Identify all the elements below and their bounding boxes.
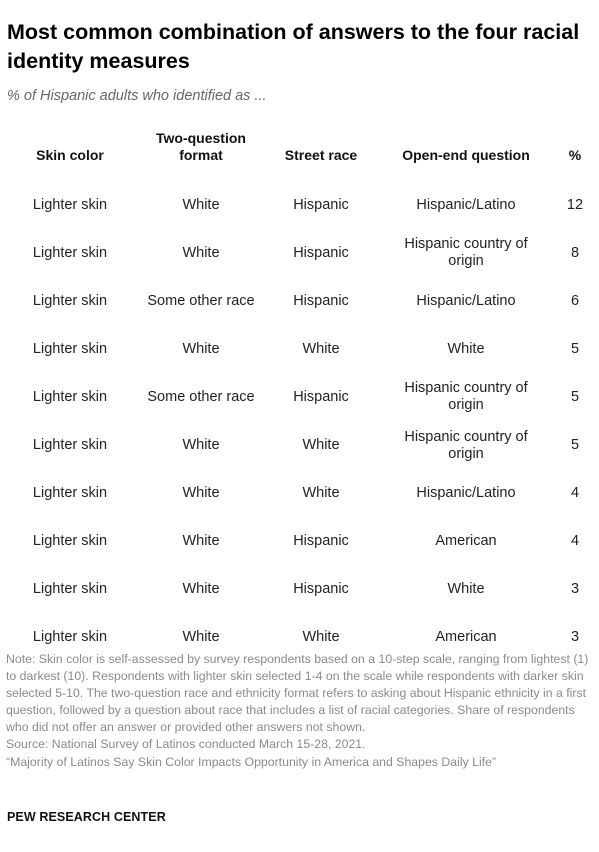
- column-header-street-race: Street race: [284, 147, 358, 163]
- cell-skin-color: Lighter skin: [32, 485, 108, 502]
- cell-percent: 5: [570, 340, 580, 357]
- column-header-open-end-question: Open-end question: [402, 147, 530, 163]
- cell-skin-color: Lighter skin: [32, 388, 108, 405]
- cell-street-race: White: [302, 485, 340, 502]
- cell-skin-color: Lighter skin: [32, 437, 108, 453]
- cell-two-question-format: White: [182, 340, 220, 357]
- cell-skin-color: Lighter skin: [32, 581, 108, 598]
- cell-percent: 5: [570, 437, 580, 453]
- cell-percent: 3: [570, 629, 580, 646]
- cell-street-race: Hispanic: [293, 244, 349, 261]
- note-text: Note: Skin color is self-assessed by sur…: [6, 652, 589, 735]
- cell-two-question-format: White: [182, 581, 220, 598]
- cell-skin-color: Lighter skin: [32, 292, 108, 309]
- brand-logo-text: PEW RESEARCH CENTER: [7, 810, 166, 824]
- cell-percent: 3: [570, 581, 580, 598]
- chart-title: Most common combination of answers to th…: [7, 20, 580, 73]
- cell-two-question-format: White: [182, 196, 220, 213]
- cell-two-question-format: White: [182, 437, 220, 453]
- cell-skin-color: Lighter skin: [32, 244, 108, 261]
- cell-open-end-question: Hispanic/Latino: [416, 196, 516, 213]
- column-header-two-question-format: Two-question format: [156, 130, 246, 163]
- cell-percent: 4: [570, 485, 580, 502]
- cell-open-end-question: Hispanic country of origin: [404, 380, 528, 414]
- cell-street-race: White: [302, 437, 340, 453]
- cell-percent: 5: [570, 388, 580, 405]
- cell-street-race: Hispanic: [293, 533, 349, 550]
- cell-open-end-question: Hispanic/Latino: [416, 292, 516, 309]
- footer-notes: Note: Skin color is self-assessed by sur…: [6, 651, 596, 771]
- cell-skin-color: Lighter skin: [32, 629, 108, 646]
- cell-street-race: Hispanic: [293, 292, 349, 309]
- cell-percent: 6: [570, 292, 580, 309]
- cell-skin-color: Lighter skin: [32, 533, 108, 550]
- cell-percent: 4: [570, 533, 580, 550]
- cell-open-end-question: White: [447, 340, 485, 357]
- cell-open-end-question: Hispanic country of origin: [404, 236, 528, 270]
- chart-subtitle: % of Hispanic adults who identified as .…: [7, 88, 267, 104]
- cell-open-end-question: American: [435, 533, 497, 550]
- cell-two-question-format: White: [182, 244, 220, 261]
- cell-two-question-format: White: [182, 629, 220, 646]
- cell-street-race: White: [302, 340, 340, 357]
- cell-open-end-question: Hispanic/Latino: [416, 485, 516, 502]
- cell-open-end-question: Hispanic country of origin: [404, 428, 528, 462]
- cell-skin-color: Lighter skin: [32, 196, 108, 213]
- report-title: “Majority of Latinos Say Skin Color Impa…: [6, 754, 497, 769]
- cell-two-question-format: Some other race: [147, 388, 255, 405]
- source-text: Source: National Survey of Latinos condu…: [6, 737, 366, 752]
- cell-skin-color: Lighter skin: [32, 340, 108, 357]
- column-header-percent: %: [568, 147, 582, 163]
- cell-percent: 8: [570, 244, 580, 261]
- cell-open-end-question: American: [435, 629, 497, 646]
- cell-open-end-question: White: [447, 581, 485, 598]
- cell-two-question-format: Some other race: [147, 292, 255, 309]
- column-header-skin-color: Skin color: [36, 147, 104, 163]
- cell-street-race: White: [302, 629, 340, 646]
- cell-percent: 12: [566, 196, 584, 213]
- cell-street-race: Hispanic: [293, 581, 349, 598]
- cell-two-question-format: White: [182, 485, 220, 502]
- cell-street-race: Hispanic: [293, 196, 349, 213]
- cell-two-question-format: White: [182, 533, 220, 550]
- cell-street-race: Hispanic: [293, 388, 349, 405]
